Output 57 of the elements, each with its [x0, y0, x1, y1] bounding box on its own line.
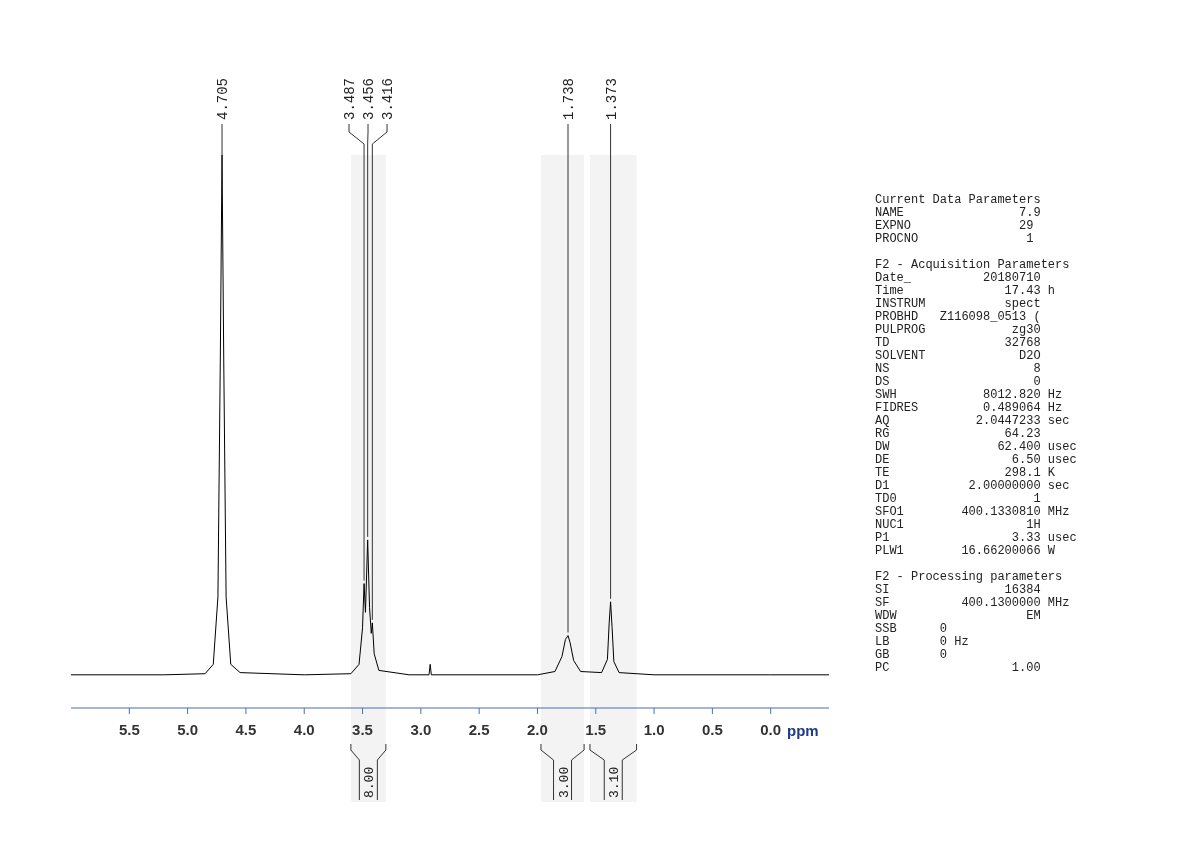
text: SSB 0 — [875, 622, 948, 636]
text: Time 17.43 h — [875, 284, 1057, 298]
band-label: 8.00 — [362, 766, 378, 798]
text: RG 64.23 — [875, 427, 1042, 441]
text: NS 8 — [875, 362, 1042, 376]
text: TD 32768 — [875, 336, 1042, 350]
x-axis-title: ppm — [787, 722, 819, 739]
text: P1 3.33 usec — [875, 531, 1077, 545]
text: Current Data Parameters — [875, 193, 1042, 207]
annotation: 3.456 — [361, 77, 378, 120]
band-label: 3.00 — [556, 766, 572, 798]
x-tick-label: 1.0 — [643, 720, 665, 738]
x-tick-label: 0.0 — [760, 720, 782, 738]
text: PROCNO 1 — [875, 232, 1035, 246]
text: PROBHD Z116098_0513 ( — [875, 310, 1042, 324]
text: DW 62.400 usec — [875, 440, 1077, 454]
annotation: 1.738 — [561, 77, 578, 120]
x-tick-label: 5.0 — [177, 720, 199, 738]
text: NUC1 1H — [875, 518, 1042, 532]
band-label: 3.10 — [607, 766, 623, 798]
x-tick-label: 3.5 — [352, 720, 373, 738]
text: AQ 2.0447233 sec — [875, 414, 1071, 428]
x-tick-label: 2.5 — [468, 720, 490, 738]
annotation: 3.487 — [342, 77, 359, 120]
text: GB 0 — [875, 648, 948, 662]
text: EXPNO 29 — [875, 219, 1035, 233]
x-tick-label: 4.0 — [293, 720, 315, 738]
text: SF 400.1300000 MHz — [875, 596, 1071, 610]
annotation: 1.373 — [603, 77, 620, 120]
text: DS 0 — [875, 375, 1042, 389]
text: LB 0 Hz — [875, 635, 970, 649]
text: WDW EM — [875, 609, 1042, 623]
text: DE 6.50 usec — [875, 453, 1077, 467]
text: PLW1 16.66200066 W — [875, 544, 1057, 558]
text: Date_ 20180710 — [875, 271, 1042, 285]
annotation: 3.416 — [380, 77, 397, 120]
text: F2 - Acquisition Parameters — [875, 258, 1071, 272]
text: INSTRUM spect — [875, 297, 1042, 311]
x-tick-label: 4.5 — [235, 720, 257, 738]
text: SWH 8012.820 Hz — [875, 388, 1064, 402]
annotation: 4.705 — [215, 77, 232, 120]
x-tick-label: 5.5 — [118, 720, 140, 738]
text: SOLVENT D2O — [875, 349, 1042, 363]
text: FIDRES 0.489064 Hz — [875, 401, 1064, 415]
text: NAME 7.9 — [875, 206, 1042, 220]
x-tick-label: 0.5 — [701, 720, 723, 738]
text: SI 16384 — [875, 583, 1042, 597]
text: D1 2.00000000 sec — [875, 479, 1071, 493]
text: F2 - Processing parameters — [875, 570, 1064, 584]
x-tick-label: 1.5 — [585, 720, 607, 738]
text: SFO1 400.1330810 MHz — [875, 505, 1071, 519]
x-tick-label: 3.0 — [410, 720, 432, 738]
x-tick-label: 2.0 — [527, 720, 548, 738]
text: TD0 1 — [875, 492, 1042, 506]
text: PC 1.00 — [875, 661, 1042, 675]
text: TE 298.1 K — [875, 466, 1057, 480]
text: PULPROG zg30 — [875, 323, 1042, 337]
